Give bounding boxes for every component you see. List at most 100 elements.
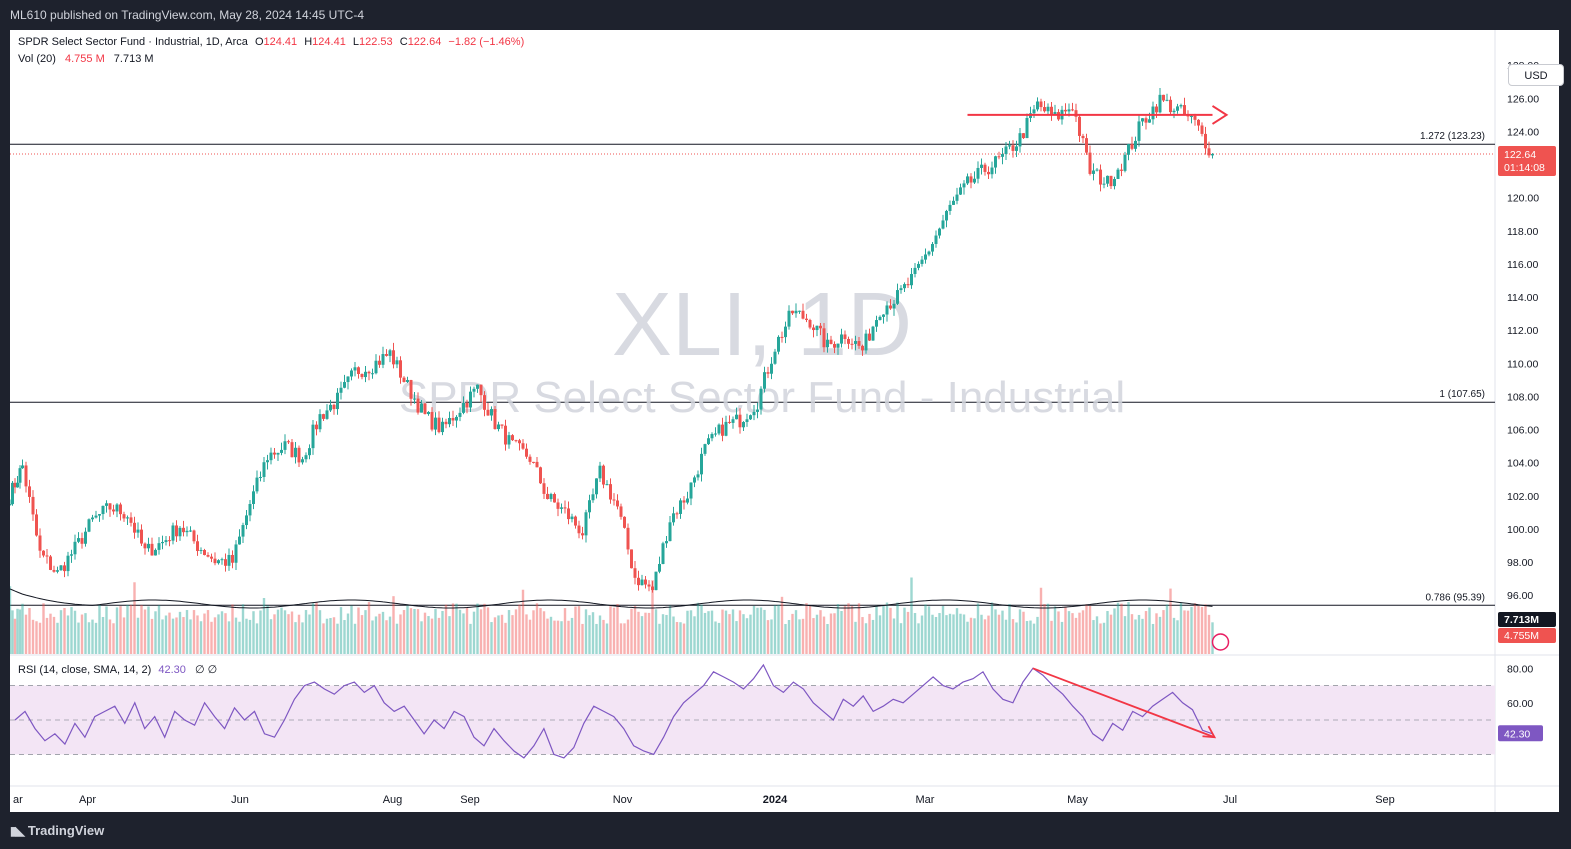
change-value: −1.82 (−1.46%)	[448, 36, 524, 48]
volume-bar	[787, 619, 791, 654]
volume-bar	[920, 615, 924, 654]
volume-bar	[45, 617, 49, 654]
time-axis: ar Apr Jun Aug Sep Nov 2024 Mar May Jul Sep	[13, 794, 1395, 806]
volume-bar	[24, 614, 28, 654]
tradingview-brand[interactable]: ▮◣ TradingView	[10, 823, 104, 838]
candle-body	[294, 447, 297, 458]
volume-bar	[409, 608, 413, 654]
price-tick-label: 106.00	[1507, 425, 1539, 437]
volume-badge-value: 4.755M	[1504, 630, 1539, 642]
volume-bar	[1148, 607, 1151, 654]
candle-body	[402, 377, 406, 382]
candle-body	[875, 320, 878, 327]
price-tick-label: 126.00	[1507, 93, 1539, 105]
chart-svg[interactable]: 1.272 (123.23) 1 (107.65) 0.786 (95.39) XL…	[8, 30, 1559, 812]
volume-bar	[931, 614, 934, 654]
candle-body	[696, 474, 700, 478]
volume-bar	[175, 617, 178, 654]
volume-bar	[612, 607, 616, 654]
candle-body	[465, 402, 469, 408]
volume-bar	[308, 614, 311, 654]
volume-bar	[346, 613, 350, 654]
price-tick-label: 102.00	[1507, 491, 1539, 503]
volume-bar	[1071, 613, 1074, 654]
volume-bar	[1001, 610, 1004, 654]
candle-body	[262, 462, 266, 477]
volume-bar	[392, 596, 395, 654]
volume-bar	[952, 614, 955, 654]
volume-bar	[213, 617, 217, 654]
candle-body	[399, 360, 402, 378]
volume-bar	[178, 611, 182, 654]
candle-body	[371, 373, 374, 375]
candle-body	[245, 515, 248, 526]
candle-body	[532, 461, 535, 463]
price-tick-label: 120.00	[1507, 193, 1539, 205]
candle-body	[66, 555, 70, 572]
price-tick-label: 104.00	[1507, 458, 1539, 470]
candle-body	[773, 351, 777, 364]
candle-body	[367, 371, 371, 374]
candles	[8, 88, 1214, 593]
volume-bar	[1074, 617, 1078, 654]
volume-bar	[1032, 623, 1036, 654]
volume-bar	[35, 621, 38, 654]
candle-body	[1043, 107, 1046, 112]
candle-body	[462, 402, 465, 413]
candle-body	[472, 388, 476, 392]
candle-body	[605, 484, 609, 486]
volume-bar	[829, 613, 833, 654]
candle-body	[679, 500, 682, 514]
volume-bar	[556, 620, 560, 654]
volume-bar	[248, 619, 252, 654]
countdown-value: 01:14:08	[1504, 162, 1545, 174]
volume-bar	[973, 618, 976, 654]
candle-body	[689, 482, 693, 499]
price-tick-label: 108.00	[1507, 391, 1539, 403]
candle-body	[1102, 183, 1106, 185]
candle-body	[217, 560, 220, 564]
volume-bar	[773, 605, 777, 654]
volume-bar	[563, 608, 567, 654]
candle-body	[1071, 109, 1074, 111]
volume-bar	[364, 610, 367, 654]
low-value: 122.53	[359, 36, 393, 48]
volume-bar	[668, 605, 672, 654]
candle-body	[287, 441, 290, 443]
candle-body	[738, 414, 742, 428]
volume-bar	[252, 611, 255, 654]
candle-body	[1092, 170, 1095, 174]
volume-bar	[1190, 606, 1193, 654]
candle-body	[885, 305, 889, 315]
volume-bar	[840, 610, 843, 654]
candle-body	[546, 493, 549, 500]
volume-bar	[290, 611, 294, 654]
candle-body	[115, 504, 119, 512]
volume-bar	[875, 605, 878, 654]
candle-body	[581, 533, 584, 536]
candle-body	[423, 403, 427, 415]
volume-bar	[889, 607, 892, 654]
volume-bar	[560, 621, 563, 654]
candle-body	[360, 373, 364, 378]
volume-bar	[1109, 614, 1113, 654]
volume-bar	[360, 615, 364, 654]
candle-body	[357, 367, 360, 374]
chart-frame[interactable]: 1.272 (123.23) 1 (107.65) 0.786 (95.39) XL…	[8, 30, 1564, 812]
volume-bar	[1008, 604, 1011, 654]
candle-body	[952, 200, 955, 205]
candle-body	[343, 382, 346, 388]
candle-body	[584, 512, 588, 536]
candle-body	[742, 422, 745, 428]
volume-bar	[717, 622, 721, 654]
candle-body	[84, 531, 87, 544]
candle-body	[507, 435, 511, 445]
candle-body	[77, 538, 80, 542]
volume-bar	[1134, 619, 1137, 654]
price-axis: 128.00126.00124.00122.00120.00118.00116.…	[1498, 60, 1556, 742]
currency-button[interactable]: USD	[1508, 64, 1564, 86]
volume-bar	[171, 618, 175, 654]
candle-body	[147, 543, 150, 549]
volume-bar	[273, 614, 276, 654]
candle-body	[1022, 133, 1025, 139]
